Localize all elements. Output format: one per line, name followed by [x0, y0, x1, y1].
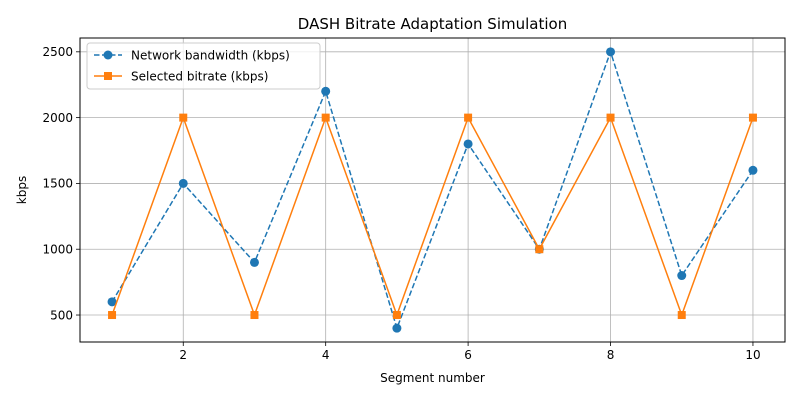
x-tick-label: 8	[607, 348, 615, 362]
data-point-selected-bitrate	[748, 113, 757, 122]
data-point-selected-bitrate	[606, 113, 615, 122]
y-tick-label: 1000	[42, 243, 73, 257]
series-selected-bitrate	[108, 113, 757, 320]
x-tick-label: 6	[464, 348, 472, 362]
data-point-network-bandwidth	[107, 297, 117, 307]
y-tick-label: 500	[50, 308, 73, 322]
legend-marker-network-bandwidth	[103, 50, 113, 60]
series-line-selected-bitrate	[111, 116, 754, 316]
y-tick-label: 1500	[42, 177, 73, 191]
data-point-network-bandwidth	[606, 47, 616, 57]
chart-title: DASH Bitrate Adaptation Simulation	[298, 15, 567, 33]
x-tick-label: 10	[745, 348, 760, 362]
y-tick-label: 2000	[42, 111, 73, 125]
grid	[80, 38, 785, 342]
data-point-selected-bitrate	[179, 113, 188, 122]
data-point-network-bandwidth	[249, 257, 259, 267]
data-point-selected-bitrate	[535, 245, 544, 254]
data-point-selected-bitrate	[464, 113, 473, 122]
data-point-selected-bitrate	[677, 311, 686, 320]
y-tick-label: 2500	[42, 45, 73, 59]
legend-marker-selected-bitrate	[104, 72, 112, 80]
data-point-network-bandwidth	[178, 178, 188, 188]
legend-label-network-bandwidth: Network bandwidth (kbps)	[131, 49, 290, 63]
data-point-network-bandwidth	[463, 139, 473, 149]
x-tick-label: 4	[322, 348, 330, 362]
x-axis-label: Segment number	[380, 371, 485, 385]
axis-ticks: 2 4 6 8 10 500 1000 1500 2000 2500	[42, 45, 760, 362]
series-line-network-bandwidth	[111, 51, 754, 329]
series-layer	[107, 47, 758, 333]
data-point-selected-bitrate	[108, 311, 117, 320]
x-tick-label: 2	[179, 348, 187, 362]
data-point-selected-bitrate	[321, 113, 330, 122]
legend-box	[86, 42, 321, 90]
legend: Network bandwidth (kbps) Selected bitrat…	[86, 42, 321, 90]
data-point-selected-bitrate	[392, 311, 401, 320]
data-point-network-bandwidth	[321, 86, 331, 96]
plot-area-frame	[79, 37, 786, 343]
y-axis-label: kbps	[15, 176, 29, 204]
data-point-selected-bitrate	[250, 311, 259, 320]
data-point-network-bandwidth	[392, 323, 402, 333]
data-point-network-bandwidth	[748, 165, 758, 175]
data-point-network-bandwidth	[677, 271, 687, 281]
legend-label-selected-bitrate: Selected bitrate (kbps)	[131, 70, 268, 84]
